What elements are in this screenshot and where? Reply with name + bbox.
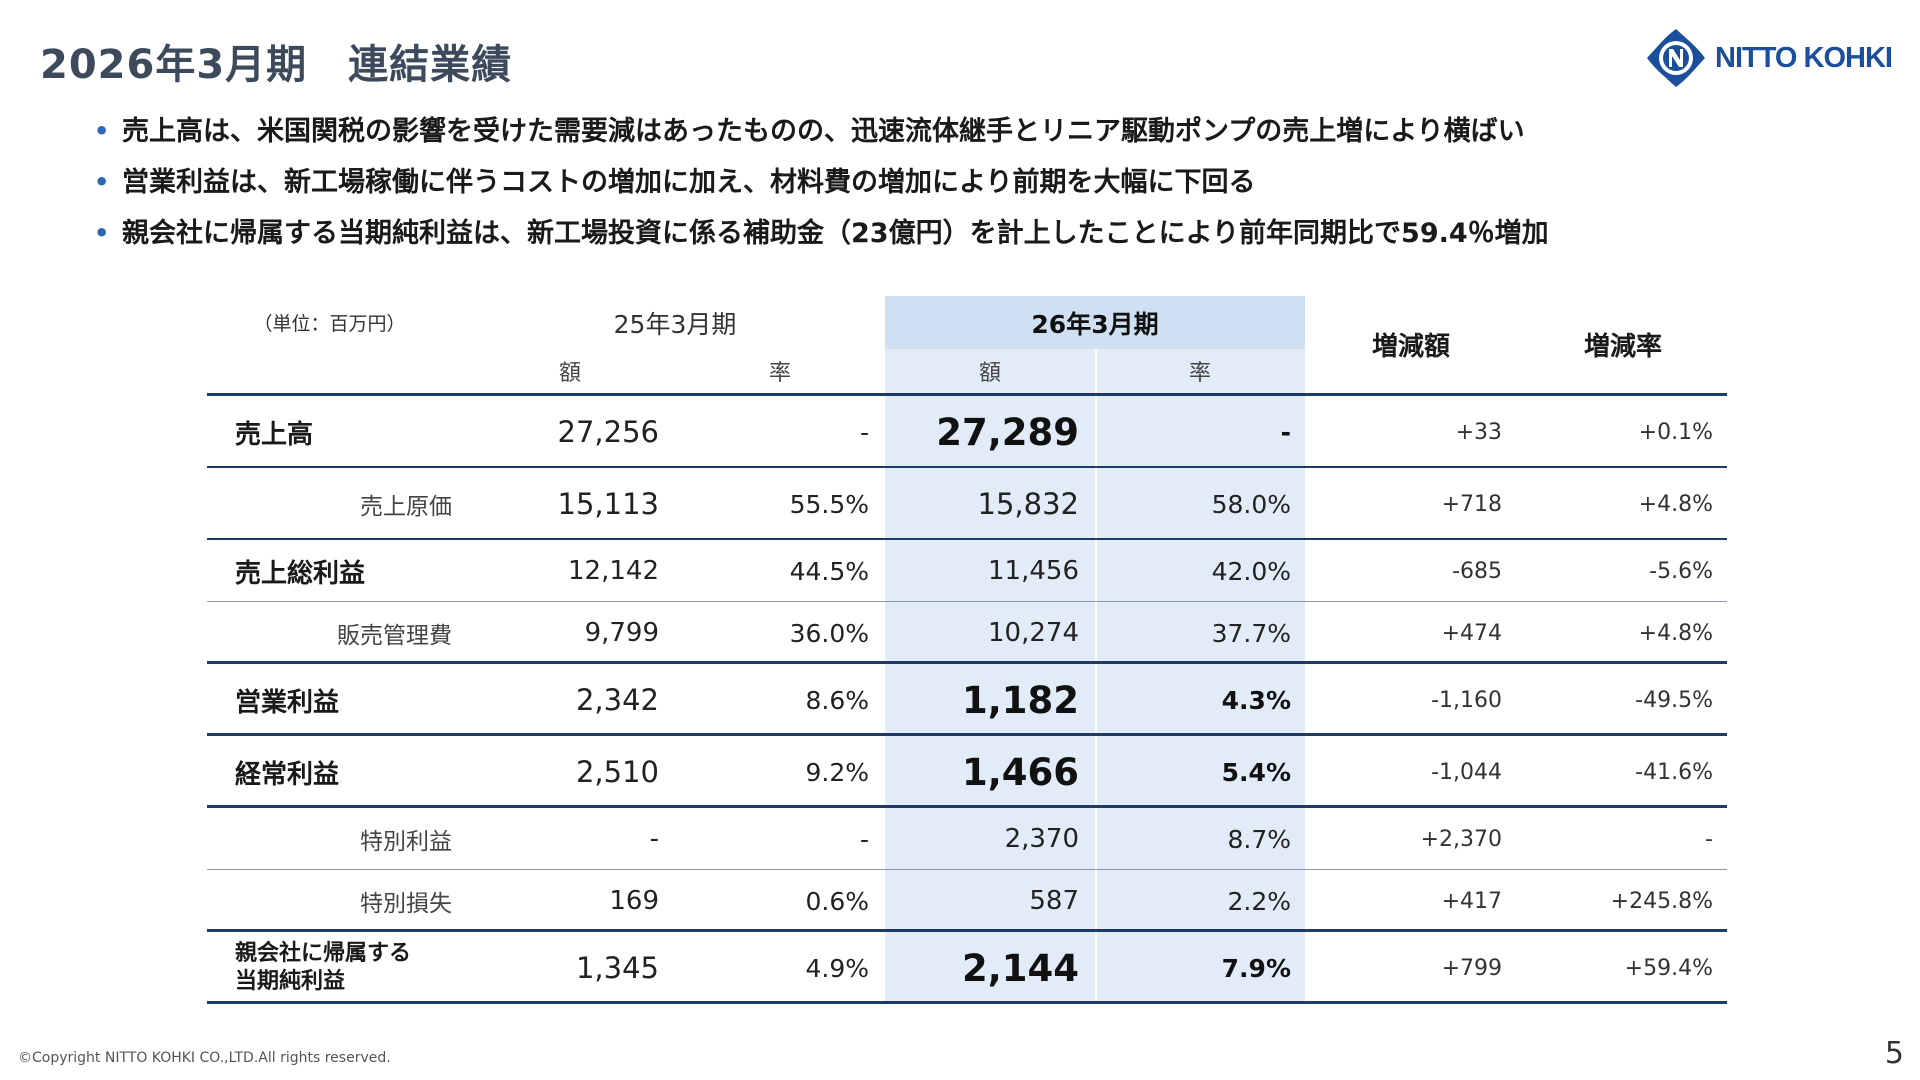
cur-ratio: 42.0% (1211, 556, 1291, 586)
diff-amount: +799 (1441, 955, 1502, 981)
prev-ratio-header: 率 (768, 361, 791, 386)
cur-amount: 15,832 (977, 487, 1079, 521)
diff-amount: -1,160 (1431, 687, 1502, 713)
table-row-cost-of-sales: 売上原価 15,113 55.5% 15,832 58.0% +718 +4.8… (207, 468, 1727, 540)
prev-ratio: 44.5% (789, 556, 869, 586)
cur-ratio: 37.7% (1211, 618, 1291, 648)
bullet-item: • 親会社に帰属する当期純利益は、新工場投資に係る補助金（23億円）を計上したこと… (92, 208, 1549, 259)
cur-amount: 2,370 (1004, 824, 1079, 854)
diff-ratio-header: 増減率 (1583, 332, 1662, 362)
prev-amount: - (649, 824, 659, 854)
prev-ratio: 9.2% (805, 757, 869, 787)
logo-text: NITTO KOHKI (1715, 41, 1893, 74)
prev-amount: 15,113 (557, 487, 659, 521)
diff-amount: +474 (1441, 620, 1502, 646)
diff-amount-header: 増減額 (1371, 332, 1450, 362)
company-logo: NITTO KOHKI (1645, 27, 1893, 89)
prev-ratio: - (859, 824, 869, 854)
prev-ratio: 0.6% (805, 886, 869, 916)
bullet-dot-icon: • (94, 168, 110, 196)
diff-ratio: +4.8% (1638, 620, 1713, 646)
page-number: 5 (1884, 1036, 1904, 1071)
prev-amount: 27,256 (557, 415, 659, 449)
row-label: 売上原価 (360, 494, 452, 520)
diff-amount: +718 (1441, 491, 1502, 517)
nitto-kohki-logo-icon (1647, 29, 1705, 87)
diff-amount: +33 (1455, 419, 1502, 445)
row-label: 経常利益 (235, 759, 340, 790)
cur-ratio: 58.0% (1211, 489, 1291, 519)
table-row-sales: 売上高 27,256 - 27,289 - +33 +0.1% (207, 393, 1727, 468)
table-row-extraordinary-income: 特別利益 - - 2,370 8.7% +2,370 - (207, 808, 1727, 870)
table-row-net-income: 親会社に帰属する 当期純利益 1,345 4.9% 2,144 7.9% +79… (207, 932, 1727, 1004)
diff-ratio: +245.8% (1610, 888, 1713, 914)
diff-ratio: +0.1% (1638, 419, 1713, 445)
diff-amount: +417 (1441, 888, 1502, 914)
prev-ratio: 8.6% (805, 685, 869, 715)
prev-period-header: 25年3月期 (613, 309, 737, 339)
cur-amount: 2,144 (961, 946, 1079, 990)
table-row-extraordinary-loss: 特別損失 169 0.6% 587 2.2% +417 +245.8% (207, 870, 1727, 932)
diff-ratio: -5.6% (1649, 558, 1713, 584)
cur-amount-header: 額 (978, 361, 1001, 386)
row-label: 売上高 (235, 419, 314, 450)
cur-amount: 27,289 (936, 410, 1079, 454)
cur-amount: 1,182 (961, 678, 1079, 722)
cur-ratio: 7.9% (1221, 953, 1291, 983)
bullet-item: • 売上高は、米国関税の影響を受けた需要減はあったものの、迅速流体継手とリニア駆動… (92, 106, 1549, 157)
current-period-header: 26年3月期 (1031, 309, 1159, 339)
copyright-footer: ©Copyright NITTO KOHKI CO.,LTD.All right… (18, 1050, 391, 1066)
bullet-item: • 営業利益は、新工場稼働に伴うコストの増加に加え、材料費の増加により前期を大幅に… (92, 157, 1549, 208)
row-label: 特別利益 (360, 829, 452, 855)
cur-ratio: 5.4% (1221, 757, 1291, 787)
diff-ratio: +59.4% (1624, 955, 1713, 981)
cur-amount: 587 (1029, 886, 1079, 916)
diff-ratio: +4.8% (1638, 491, 1713, 517)
row-label-line1: 親会社に帰属する (235, 941, 412, 966)
table-row-ordinary-profit: 経常利益 2,510 9.2% 1,466 5.4% -1,044 -41.6% (207, 736, 1727, 808)
row-label: 売上総利益 (235, 558, 366, 589)
prev-amount: 12,142 (568, 556, 659, 586)
cur-ratio: 8.7% (1227, 824, 1291, 854)
diff-ratio: -41.6% (1635, 759, 1713, 785)
diff-amount: -685 (1452, 558, 1502, 584)
current-period-header-bg (885, 296, 1305, 349)
prev-amount: 9,799 (584, 618, 659, 648)
row-label: 営業利益 (235, 687, 340, 718)
page-title: 2026年3月期 連結業績 (40, 42, 513, 88)
table-body: 売上高 27,256 - 27,289 - +33 +0.1% 売上原価 15,… (207, 393, 1727, 1004)
prev-amount: 2,342 (575, 683, 659, 717)
cur-amount: 10,274 (988, 618, 1079, 648)
cur-amount: 1,466 (961, 750, 1079, 794)
prev-amount: 2,510 (575, 755, 659, 789)
summary-bullets: • 売上高は、米国関税の影響を受けた需要減はあったものの、迅速流体継手とリニア駆動… (92, 106, 1549, 259)
table-row-operating-profit: 営業利益 2,342 8.6% 1,182 4.3% -1,160 -49.5% (207, 664, 1727, 736)
diff-ratio: - (1705, 826, 1713, 852)
financial-results-table: （単位：百万円） 25年3月期 26年3月期 額 率 額 率 増減額 増減率 売… (207, 296, 1727, 1004)
prev-ratio: 36.0% (789, 618, 869, 648)
diff-amount: -1,044 (1431, 759, 1502, 785)
cur-ratio-header: 率 (1188, 361, 1211, 386)
prev-ratio: 55.5% (789, 489, 869, 519)
cur-ratio: - (1280, 417, 1291, 447)
bullet-dot-icon: • (94, 219, 110, 247)
table-row-gross-profit: 売上総利益 12,142 44.5% 11,456 42.0% -685 -5.… (207, 540, 1727, 602)
column-separator (1095, 349, 1097, 1004)
cur-ratio: 4.3% (1221, 685, 1291, 715)
prev-ratio: - (859, 417, 869, 447)
bullet-dot-icon: • (94, 117, 110, 145)
prev-amount: 169 (609, 886, 659, 916)
unit-label: （単位：百万円） (253, 313, 406, 335)
table-row-sga: 販売管理費 9,799 36.0% 10,274 37.7% +474 +4.8… (207, 602, 1727, 664)
row-label-line2: 当期純利益 (235, 969, 346, 994)
cur-amount: 11,456 (988, 556, 1079, 586)
prev-ratio: 4.9% (805, 953, 869, 983)
row-label: 販売管理費 (337, 623, 452, 649)
prev-amount: 1,345 (575, 951, 659, 985)
row-label: 特別損失 (360, 891, 452, 917)
prev-amount-header: 額 (558, 361, 581, 386)
diff-ratio: -49.5% (1635, 687, 1713, 713)
cur-ratio: 2.2% (1227, 886, 1291, 916)
diff-amount: +2,370 (1420, 826, 1502, 852)
